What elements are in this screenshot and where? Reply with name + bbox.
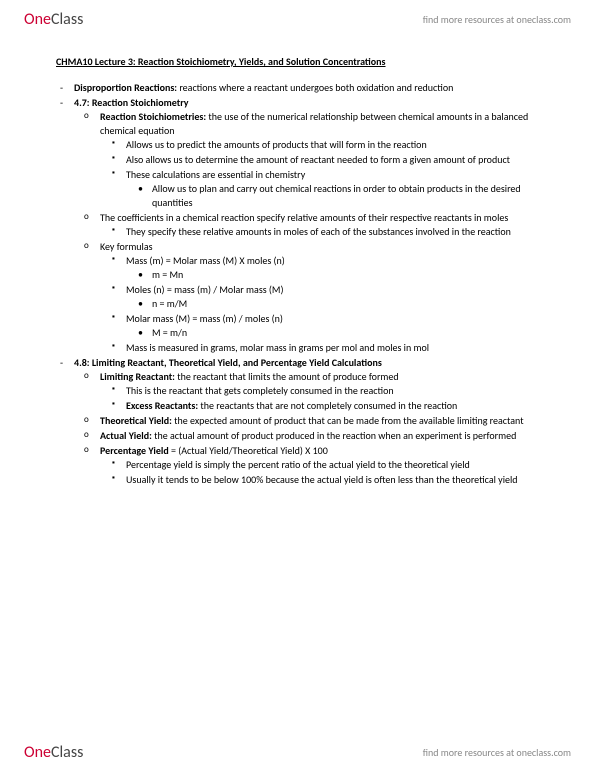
- document-content: CHMA10 Lecture 3: Reaction Stoichiometry…: [0, 35, 595, 498]
- list-item: 4.7: Reaction Stoichiometry Reaction Sto…: [74, 96, 539, 355]
- text: These calculations are essential in chem…: [126, 168, 305, 181]
- list-item: These calculations are essential in chem…: [126, 168, 539, 210]
- list-item: Molar mass (M) = mass (m) / moles (n) M …: [126, 312, 539, 340]
- list-item: Allows us to predict the amounts of prod…: [126, 138, 539, 152]
- list-item: Disproportion Reactions: reactions where…: [74, 81, 539, 95]
- list-item: Actual Yield: the actual amount of produ…: [100, 429, 539, 443]
- list-item: M = m/n: [152, 326, 539, 340]
- list-item: Reaction Stoichiometries: the use of the…: [100, 110, 539, 210]
- list-item: Allow us to plan and carry out chemical …: [152, 182, 539, 210]
- term-label: Disproportion Reactions:: [74, 81, 177, 94]
- term-text: reactions where a reactant undergoes bot…: [177, 81, 453, 94]
- text: Key formulas: [100, 240, 153, 253]
- list-item: Mass is measured in grams, molar mass in…: [126, 341, 539, 355]
- text: The coefficients in a chemical reaction …: [100, 211, 508, 224]
- term-text: the actual amount of product produced in…: [152, 429, 516, 442]
- list-item: Usually it tends to be below 100% becaus…: [126, 473, 539, 487]
- list-item: Percentage yield is simply the percent r…: [126, 458, 539, 472]
- list-item: Moles (n) = mass (m) / Molar mass (M) n …: [126, 283, 539, 311]
- list-item: Limiting Reactant: the reactant that lim…: [100, 370, 539, 413]
- term-label: Excess Reactants:: [126, 399, 198, 412]
- resources-link[interactable]: find more resources at oneclass.com: [423, 13, 571, 26]
- term-label: Reaction Stoichiometries:: [100, 110, 206, 123]
- list-item: 4.8: Limiting Reactant, Theoretical Yiel…: [74, 356, 539, 487]
- term-label: Percentage Yield: [100, 444, 169, 457]
- text: Molar mass (M) = mass (m) / moles (n): [126, 312, 283, 325]
- logo-one: One: [24, 743, 51, 762]
- lecture-title: CHMA10 Lecture 3: Reaction Stoichiometry…: [56, 55, 539, 69]
- logo-class: Class: [51, 10, 83, 29]
- list-item: m = Mn: [152, 268, 539, 282]
- list-item: n = m/M: [152, 297, 539, 311]
- text: Mass (m) = Molar mass (M) X moles (n): [126, 254, 285, 267]
- list-item: Also allows us to determine the amount o…: [126, 153, 539, 167]
- logo-one: One: [24, 10, 51, 29]
- text: Moles (n) = mass (m) / Molar mass (M): [126, 283, 284, 296]
- term-text: the reactant that limits the amount of p…: [175, 370, 399, 383]
- page-header: OneClass find more resources at oneclass…: [0, 0, 595, 35]
- logo: OneClass: [24, 10, 83, 29]
- term-label: Theoretical Yield:: [100, 414, 172, 427]
- logo-class: Class: [51, 743, 83, 762]
- list-item: Mass (m) = Molar mass (M) X moles (n) m …: [126, 254, 539, 282]
- list-item: The coefficients in a chemical reaction …: [100, 211, 539, 239]
- logo: OneClass: [24, 743, 83, 762]
- list-item: Percentage Yield = (Actual Yield/Theoret…: [100, 444, 539, 487]
- resources-link[interactable]: find more resources at oneclass.com: [423, 746, 571, 759]
- section-heading: 4.8: Limiting Reactant, Theoretical Yiel…: [74, 356, 382, 369]
- term-label: Actual Yield:: [100, 429, 152, 442]
- list-item: This is the reactant that gets completel…: [126, 384, 539, 398]
- term-text: = (Actual Yield/Theoretical Yield) X 100: [169, 444, 328, 457]
- term-label: Limiting Reactant:: [100, 370, 175, 383]
- page-footer: OneClass find more resources at oneclass…: [0, 743, 595, 762]
- term-text: the reactants that are not completely co…: [198, 399, 457, 412]
- term-text: the expected amount of product that can …: [172, 414, 524, 427]
- outline-list: Disproportion Reactions: reactions where…: [56, 81, 539, 487]
- list-item: They specify these relative amounts in m…: [126, 225, 539, 239]
- list-item: Key formulas Mass (m) = Molar mass (M) X…: [100, 240, 539, 355]
- list-item: Theoretical Yield: the expected amount o…: [100, 414, 539, 428]
- list-item: Excess Reactants: the reactants that are…: [126, 399, 539, 413]
- section-heading: 4.7: Reaction Stoichiometry: [74, 96, 189, 109]
